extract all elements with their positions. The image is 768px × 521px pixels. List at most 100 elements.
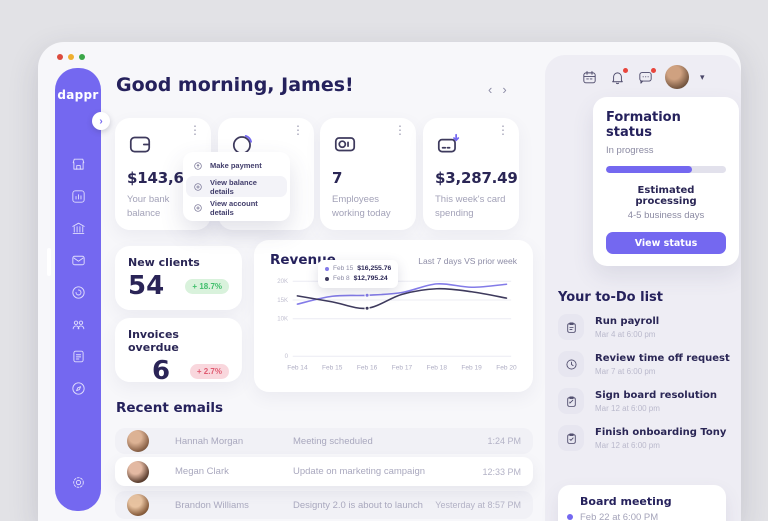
- wallet-icon: [127, 131, 153, 157]
- sidebar-item-documents[interactable]: [70, 348, 87, 365]
- series-dot-icon: [325, 267, 329, 272]
- card-menu-button[interactable]: ⋮: [497, 123, 509, 137]
- stat-label: This week's card spending: [435, 194, 506, 219]
- svg-text:Feb 19: Feb 19: [461, 364, 482, 371]
- window-controls[interactable]: [57, 54, 85, 60]
- avatar: [127, 494, 149, 516]
- sidebar-item-compass[interactable]: [70, 380, 87, 397]
- account-circle-icon: [193, 203, 203, 213]
- notification-dot: [651, 67, 656, 73]
- chat-icon[interactable]: [637, 67, 656, 86]
- formation-status: In progress: [606, 145, 654, 156]
- employees-badge-icon: [332, 131, 358, 157]
- next-arrow-icon[interactable]: ›: [502, 82, 507, 97]
- series-dot-icon: [325, 277, 329, 282]
- todo-item-review-time-off[interactable]: Review time off request Mar 7 at 6:00 pm: [558, 351, 733, 377]
- sidebar-item-bank[interactable]: [70, 220, 87, 237]
- recent-emails-title: Recent emails: [116, 400, 224, 416]
- email-sender: Hannah Morgan: [175, 435, 244, 447]
- stat-value: $3,287.49: [435, 169, 518, 187]
- kpi-value: 6: [152, 356, 171, 386]
- clipboard-check-icon: [558, 425, 584, 451]
- account-dropdown-menu: Make payment View balance details View a…: [183, 152, 290, 221]
- sidebar-item-payments[interactable]: [70, 284, 87, 301]
- clock-icon: [558, 351, 584, 377]
- board-meeting-title: Board meeting: [580, 495, 672, 508]
- email-sender: Megan Clark: [175, 466, 229, 477]
- kpi-value: 54: [128, 271, 165, 301]
- sidebar-item-store[interactable]: [70, 156, 87, 173]
- sidebar: dappr: [55, 68, 101, 511]
- sidebar-item-analytics[interactable]: [70, 188, 87, 205]
- delta-badge-down: + 2.7%: [189, 363, 229, 379]
- card-menu-button[interactable]: ⋮: [189, 123, 201, 137]
- avatar: [127, 460, 149, 483]
- board-meeting-card[interactable]: Board meeting Feb 22 at 6:00 PM You have…: [558, 485, 726, 521]
- menu-item-view-balance[interactable]: View balance details: [186, 176, 287, 197]
- clipboard-pen-icon: [558, 388, 584, 414]
- email-row[interactable]: Brandon Williams Designty 2.0 is about t…: [115, 491, 533, 519]
- progress-fill: [606, 166, 693, 173]
- notification-dot: [623, 67, 628, 73]
- email-subject: Designty 2.0 is about to launch: [293, 499, 423, 511]
- settings-gear-icon[interactable]: [70, 474, 87, 491]
- sidebar-expand-button[interactable]: ›: [92, 112, 110, 130]
- todo-due: Mar 4 at 6:00 pm: [595, 330, 656, 339]
- prev-arrow-icon[interactable]: ‹: [488, 82, 493, 97]
- email-row[interactable]: Megan Clark Update on marketing campaign…: [115, 457, 533, 486]
- todo-due: Mar 12 at 6:00 pm: [595, 404, 660, 413]
- email-row[interactable]: Hannah Morgan Meeting scheduled 1:24 PM: [115, 428, 533, 454]
- stat-label: Your bank balance: [127, 194, 170, 219]
- menu-item-label: View balance details: [210, 177, 257, 196]
- svg-text:Feb 17: Feb 17: [392, 364, 413, 371]
- view-status-button[interactable]: View status: [606, 232, 726, 254]
- chevron-down-icon[interactable]: ▾: [700, 71, 705, 82]
- todo-label: Review time off request: [595, 353, 730, 364]
- revenue-chart-svg: 20K 15K 10K 0 Feb 14 Feb 15 Feb 16 Feb 17 Feb 18…: [277, 278, 517, 371]
- sidebar-item-team[interactable]: [70, 316, 87, 333]
- kpi-title: New clients: [128, 256, 200, 269]
- formation-status-card: Formation status In progress Estimated p…: [593, 97, 739, 266]
- card-menu-button[interactable]: ⋮: [292, 123, 304, 137]
- menu-item-make-payment[interactable]: Make payment: [186, 155, 287, 176]
- revenue-card: Revenue Last 7 days VS prior week 20K 15K…: [254, 240, 533, 392]
- balance-circle-icon: [193, 182, 203, 192]
- email-time: Yesterday at 8:57 PM: [435, 500, 521, 510]
- todo-due: Mar 7 at 6:00 pm: [595, 367, 656, 376]
- email-sender: Brandon Williams: [175, 499, 249, 511]
- invoices-overdue-card: Invoices overdue 6 + 2.7%: [115, 318, 242, 386]
- board-meeting-datetime: Feb 22 at 6:00 PM: [567, 512, 714, 521]
- svg-text:Feb 14: Feb 14: [287, 364, 308, 371]
- todo-label: Finish onboarding Tony: [595, 427, 727, 438]
- right-panel: ▾ Formation status In progress Estimated…: [545, 55, 741, 521]
- bell-icon[interactable]: [609, 67, 628, 86]
- scrollbar-thumb[interactable]: [47, 248, 51, 276]
- svg-text:Feb 16: Feb 16: [357, 364, 378, 371]
- todo-label: Sign board resolution: [595, 390, 718, 401]
- todo-label: Run payroll: [595, 316, 660, 327]
- calendar-icon[interactable]: [581, 69, 598, 86]
- todo-item-sign-resolution[interactable]: Sign board resolution Mar 12 at 6:00 pm: [558, 388, 733, 414]
- todo-item-run-payroll[interactable]: Run payroll Mar 4 at 6:00 pm: [558, 314, 733, 340]
- user-avatar[interactable]: [665, 65, 689, 89]
- page-title: Good morning, James!: [116, 74, 354, 96]
- email-subject: Meeting scheduled: [293, 435, 373, 447]
- stat-label: Employees working today: [332, 194, 391, 219]
- app-logo: dappr: [57, 88, 99, 102]
- card-spending-card: ⋮ $3,287.49 This week's card spending: [423, 118, 519, 230]
- menu-item-label: View account details: [210, 198, 258, 217]
- email-time: 1:24 PM: [487, 436, 521, 446]
- sidebar-item-mail[interactable]: [70, 252, 87, 269]
- progress-bar: [606, 166, 726, 173]
- svg-text:Feb 20: Feb 20: [496, 364, 517, 371]
- chart-legend: Last 7 days VS prior week: [418, 256, 517, 266]
- todo-due: Mar 12 at 6:00 pm: [595, 441, 660, 450]
- kpi-title: Invoices overdue: [128, 328, 179, 354]
- todo-item-finish-onboarding[interactable]: Finish onboarding Tony Mar 12 at 6:00 pm: [558, 425, 733, 451]
- estimated-value: 4-5 business days: [627, 210, 705, 221]
- svg-text:Feb 15: Feb 15: [322, 364, 343, 371]
- card-menu-button[interactable]: ⋮: [394, 123, 406, 137]
- email-time: 12:33 PM: [482, 466, 521, 477]
- delta-badge-up: + 18.7%: [185, 278, 229, 294]
- menu-item-view-account[interactable]: View account details: [186, 197, 287, 218]
